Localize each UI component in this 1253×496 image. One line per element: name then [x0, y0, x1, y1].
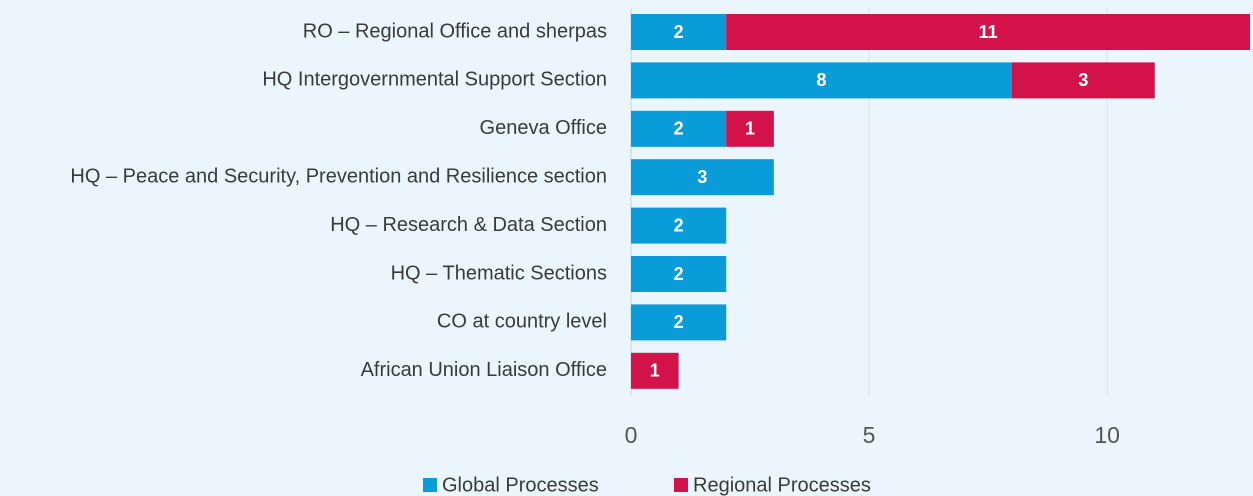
bar-segment [631, 256, 727, 292]
value-label: 1 [650, 361, 660, 381]
value-label: 2 [674, 312, 684, 332]
y-tick-label: HQ – Thematic Sections [391, 262, 607, 284]
x-tick-label: 10 [1094, 422, 1120, 448]
bar-segment [631, 207, 727, 244]
bar-segment [726, 14, 1250, 50]
value-label: 2 [674, 22, 684, 42]
legend-swatch [423, 478, 437, 492]
value-label: 3 [697, 167, 707, 187]
bar-segment [631, 352, 679, 389]
value-label: 3 [1078, 70, 1088, 90]
y-tick-label: HQ – Research & Data Section [330, 214, 607, 236]
y-tick-label: HQ – Peace and Security, Prevention and … [70, 165, 607, 187]
value-label: 2 [674, 215, 684, 235]
legend-swatch [674, 478, 688, 492]
x-tick-label: 0 [625, 422, 638, 448]
value-label: 1 [745, 119, 755, 139]
value-label: 2 [674, 119, 684, 139]
y-tick-label: CO at country level [437, 311, 607, 333]
bar-segment [631, 159, 774, 196]
legend-label: Global Processes [442, 474, 599, 496]
bar-segment [631, 14, 727, 50]
y-tick-label: RO – Regional Office and sherpas [303, 20, 607, 42]
bar-segment [631, 62, 1012, 99]
x-tick-label: 5 [863, 422, 876, 448]
bar-segment [726, 110, 774, 147]
y-tick-label: HQ Intergovernmental Support Section [262, 69, 607, 91]
bar-segment [631, 110, 727, 147]
value-label: 11 [979, 22, 998, 42]
value-label: 8 [816, 70, 826, 90]
bar-segment [631, 304, 727, 341]
y-tick-label: Geneva Office [480, 117, 607, 139]
y-tick-label: African Union Liaison Office [361, 359, 607, 381]
legend-label: Regional Processes [693, 474, 871, 496]
bar-segment [1011, 62, 1155, 99]
value-label: 2 [674, 264, 684, 284]
